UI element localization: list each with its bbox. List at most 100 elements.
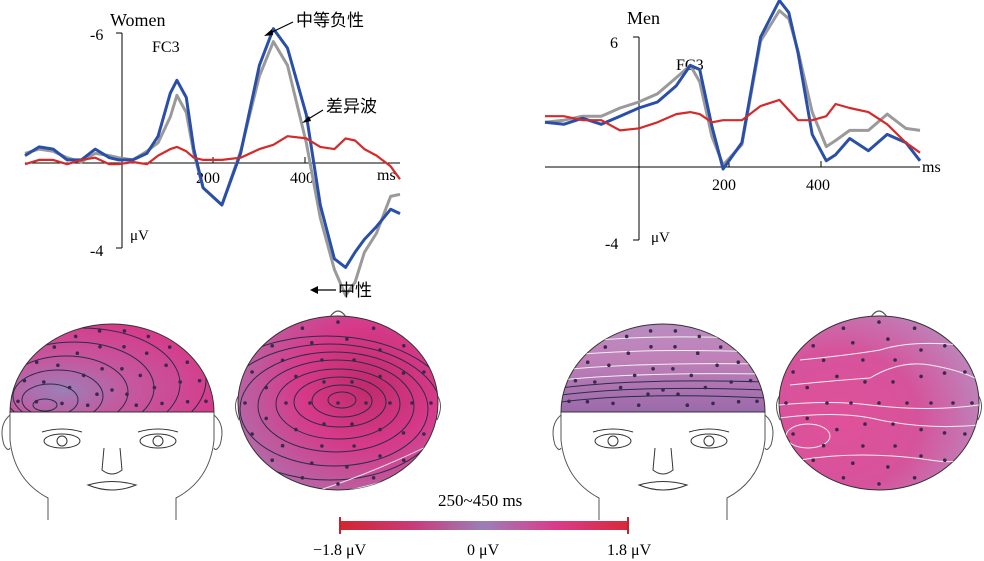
women-y-tick-label-top: -6: [90, 27, 103, 44]
electrode-dot: [825, 401, 829, 405]
electrode-dot: [120, 367, 124, 371]
women-right-ear: [213, 414, 223, 450]
women-arrowhead-neutral: [310, 286, 318, 294]
electrode-dot: [893, 444, 897, 448]
women-series-moderate-negative: [24, 27, 401, 269]
electrode-dot: [919, 348, 923, 352]
women-frontal-topomap: [1, 323, 223, 520]
men-eye-right: [688, 428, 730, 449]
electrode-dot: [294, 427, 298, 432]
electrode-dot: [146, 334, 151, 339]
electrode-dot: [697, 334, 702, 339]
men-frontal-electrodes: [567, 329, 759, 408]
women-panel-label: Women: [110, 10, 166, 30]
electrode-dot: [81, 373, 86, 378]
electrode-dot: [371, 476, 376, 480]
electrode-dot: [912, 476, 917, 480]
electrode-dot: [264, 416, 269, 421]
electrode-dot: [56, 363, 60, 368]
women-frontal-electrodes: [16, 329, 208, 408]
electrode-dot: [851, 461, 855, 466]
electrode-dot: [122, 329, 127, 333]
electrode-dot: [350, 422, 354, 426]
women-series-neutral: [24, 40, 401, 297]
colorbar-max-label: 1.8 μV: [607, 542, 652, 559]
electrode-dot: [905, 401, 909, 405]
men-eye-left: [592, 428, 634, 449]
electrode-dot: [122, 345, 126, 349]
electrode-dot: [42, 380, 46, 384]
electrode-dot: [841, 326, 846, 331]
electrode-dot: [73, 334, 78, 339]
electrode-dot: [85, 403, 90, 408]
men-frontal-contours: [561, 336, 765, 403]
women-y-unit: μV: [130, 228, 149, 244]
women-top-contours: [238, 335, 438, 490]
electrode-dot: [250, 432, 254, 436]
men-y-tick-label-top: 6: [610, 35, 618, 52]
electrode-dot: [34, 399, 39, 404]
electrode-dot: [585, 360, 590, 365]
women-top-nose: [329, 310, 347, 318]
electrode-dot: [861, 444, 865, 448]
electrode-dot: [943, 458, 947, 463]
men-nose: [652, 447, 674, 475]
colorbar: 250~450 ms −1.8 μV 0 μV 1.8 μV: [313, 491, 652, 559]
women-annotation-moderate-negative: 中等负性: [296, 11, 364, 30]
electrode-dot: [16, 399, 20, 404]
women-arrowhead-moderate-negative: [264, 29, 273, 36]
electrode-dot: [308, 401, 312, 405]
electrode-dot: [336, 320, 340, 324]
electrode-dot: [861, 358, 865, 362]
electrode-dot: [626, 351, 631, 356]
women-erp-panel: Women FC3 -6 -4 μV 200 400 ms 中等负性 差异波 中…: [24, 10, 401, 300]
electrode-dot: [350, 380, 354, 384]
men-top-nose: [870, 310, 888, 318]
electrode-dot: [164, 363, 168, 368]
electrode-dot: [963, 370, 967, 374]
electrode-dot: [34, 360, 39, 365]
electrode-dot: [138, 373, 143, 378]
electrode-dot: [863, 380, 867, 384]
electrode-dot: [673, 329, 678, 333]
electrode-dot: [573, 378, 578, 383]
electrode-dot: [378, 427, 382, 432]
women-mouth: [86, 481, 138, 491]
electrode-dot: [98, 345, 102, 349]
electrode-dot: [851, 341, 855, 345]
men-x-unit: ms: [922, 159, 941, 176]
electrode-dot: [60, 401, 64, 406]
electrode-dot: [567, 399, 571, 404]
electrode-dot: [835, 374, 839, 379]
electrode-dot: [811, 344, 815, 348]
men-left-ear: [552, 414, 562, 450]
electrode-dot: [345, 465, 349, 469]
electrode-dot: [243, 401, 247, 405]
women-top-topomap: [235, 310, 441, 491]
electrode-dot: [364, 401, 368, 405]
electrode-dot: [919, 427, 923, 432]
electrode-dot: [336, 482, 340, 486]
women-eye-right: [137, 428, 179, 449]
electrode-dot: [963, 432, 967, 436]
electrode-dot: [784, 401, 788, 405]
women-annotation-neutral: 中性: [338, 281, 372, 300]
electrode-dot: [736, 360, 741, 365]
electrode-dot: [849, 401, 853, 405]
electrode-dot: [646, 392, 650, 397]
electrode-dot: [178, 380, 182, 384]
electrode-dot: [22, 378, 27, 383]
men-frontal-topomap: [552, 323, 774, 520]
electrode-dot: [402, 458, 406, 463]
electrode-dot: [95, 392, 99, 397]
electrode-dot: [673, 345, 677, 349]
electrode-dot: [401, 371, 406, 375]
electrode-dot: [134, 403, 139, 408]
electrode-dot: [671, 367, 675, 371]
men-y-unit: μV: [651, 230, 670, 246]
electrode-dot: [841, 476, 846, 480]
men-mouth: [637, 481, 689, 491]
electrode-dot: [388, 401, 392, 405]
men-x-tick-label-400: 400: [806, 177, 830, 194]
electrode-dot: [805, 385, 809, 390]
